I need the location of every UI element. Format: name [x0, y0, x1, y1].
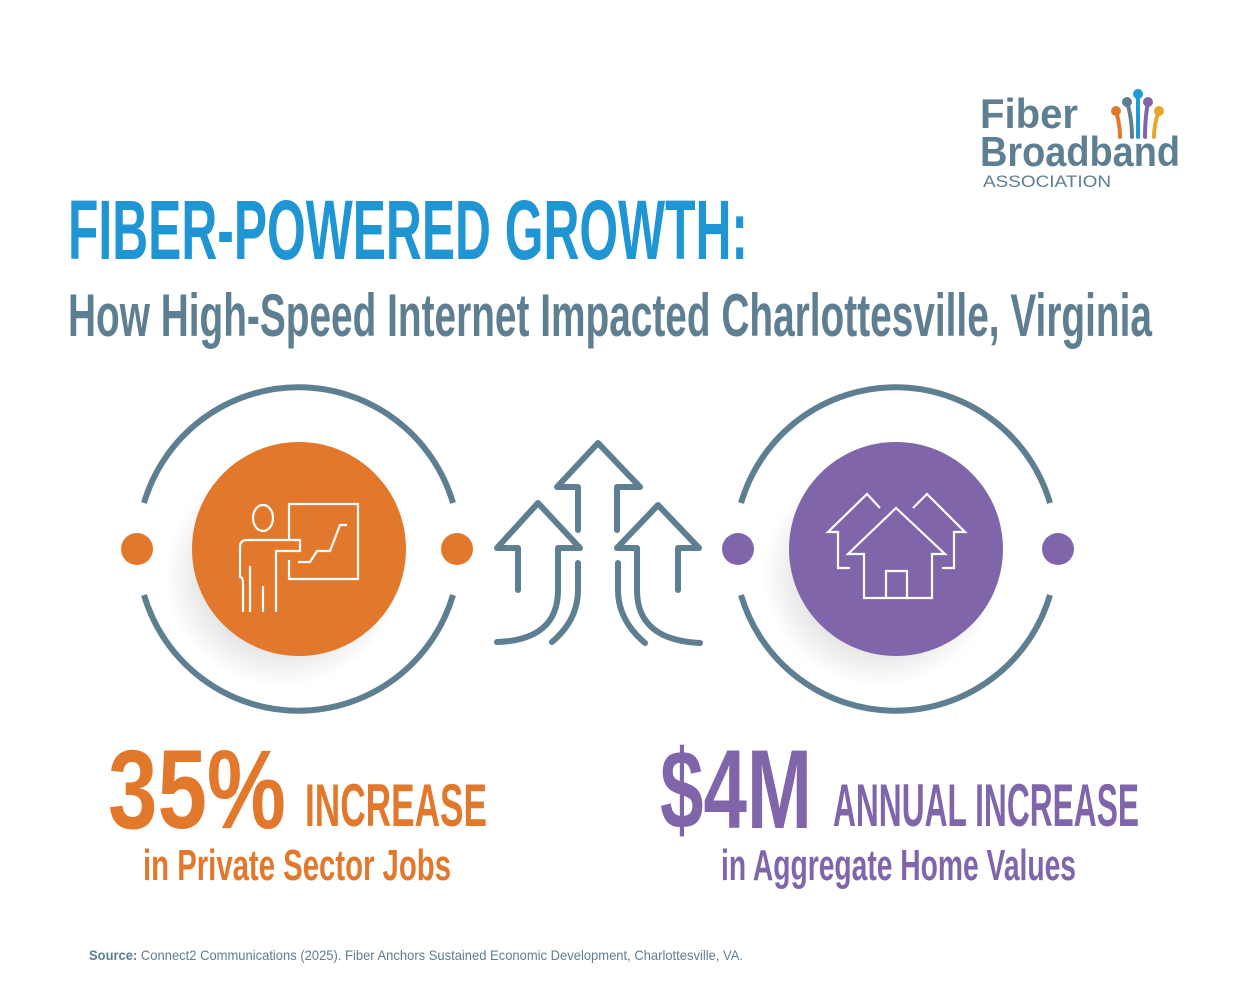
home-values-stat-graphic	[722, 384, 1074, 714]
purple-circle	[789, 442, 1003, 656]
logo-line-broadband: Broadband	[980, 128, 1180, 175]
ring-arc-bottom	[738, 594, 1053, 714]
orange-dot-left	[121, 533, 153, 565]
fiber-broadband-logo: Fiber Broadband ASSOCIATION	[980, 89, 1180, 191]
logo-line-association: ASSOCIATION	[983, 172, 1111, 191]
purple-dot-right	[1042, 533, 1074, 565]
page-title: FIBER-POWERED GROWTH:	[68, 183, 748, 277]
stat-description: in Private Sector Jobs	[143, 841, 451, 890]
fiber-strands-icon	[1111, 89, 1164, 139]
purple-dot-left	[722, 533, 754, 565]
growth-arrows-icon	[494, 440, 703, 646]
logo-line-fiber: Fiber	[980, 90, 1078, 137]
jobs-stat-graphic	[121, 384, 473, 714]
stat-description: in Aggregate Home Values	[721, 841, 1076, 890]
ring-arc-top	[141, 384, 456, 504]
jobs-stat: 35% INCREASE in Private Sector Jobs	[108, 727, 487, 890]
ring-arc-bottom	[141, 594, 456, 714]
page-subtitle: How High-Speed Internet Impacted Charlot…	[68, 282, 1152, 349]
orange-dot-right	[441, 533, 473, 565]
stat-value: $4M	[660, 727, 812, 852]
houses-icon	[825, 492, 968, 600]
stat-label: ANNUAL INCREASE	[833, 772, 1139, 839]
source-citation: Source: Connect2 Communications (2025). …	[89, 947, 743, 963]
ring-arc-top	[738, 384, 1053, 504]
source-label: Source:	[89, 947, 137, 963]
stat-label: INCREASE	[305, 772, 487, 839]
stat-value: 35%	[108, 727, 286, 852]
home-values-stat: $4M ANNUAL INCREASE in Aggregate Home Va…	[660, 727, 1139, 890]
presenter-chart-icon	[238, 502, 360, 612]
source-text: Connect2 Communications (2025). Fiber An…	[137, 947, 743, 963]
